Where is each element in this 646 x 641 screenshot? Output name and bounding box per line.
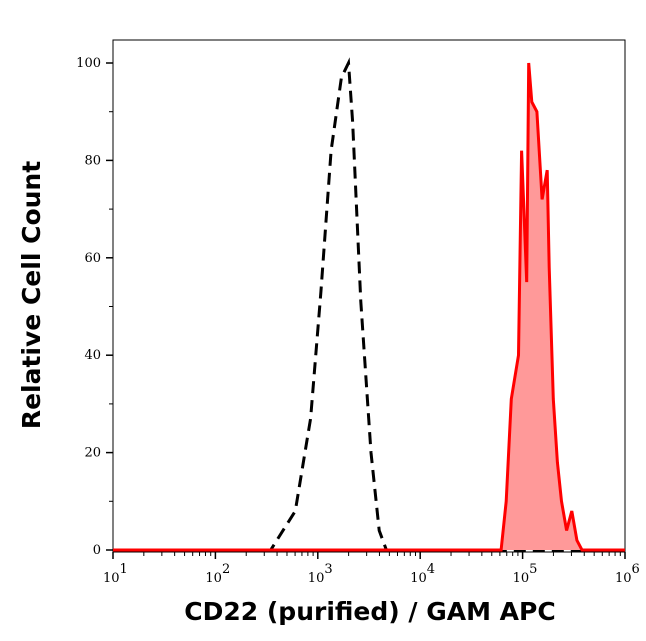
y-tick-label: 100: [76, 56, 101, 71]
y-tick-label: 60: [84, 251, 101, 266]
x-tick-label: 106: [615, 562, 640, 586]
x-tick-label: 101: [103, 562, 128, 586]
series-line-0: [113, 57, 625, 552]
y-axis-label: Relative Cell Count: [17, 161, 46, 429]
plot-frame: [112, 39, 626, 553]
x-axis-label: CD22 (purified) / GAM APC: [184, 597, 555, 626]
y-tick-label: 40: [84, 348, 101, 363]
x-tick-label: 104: [410, 562, 435, 586]
x-tick-label: 103: [308, 562, 333, 586]
y-tick-label: 80: [84, 153, 101, 168]
y-tick-label: 20: [84, 446, 101, 461]
x-tick-label: 102: [205, 562, 230, 586]
series-line-1: [113, 62, 625, 552]
y-tick-label: 0: [93, 543, 101, 558]
series-fill-1: [113, 63, 625, 550]
x-tick-label: 105: [513, 562, 538, 586]
